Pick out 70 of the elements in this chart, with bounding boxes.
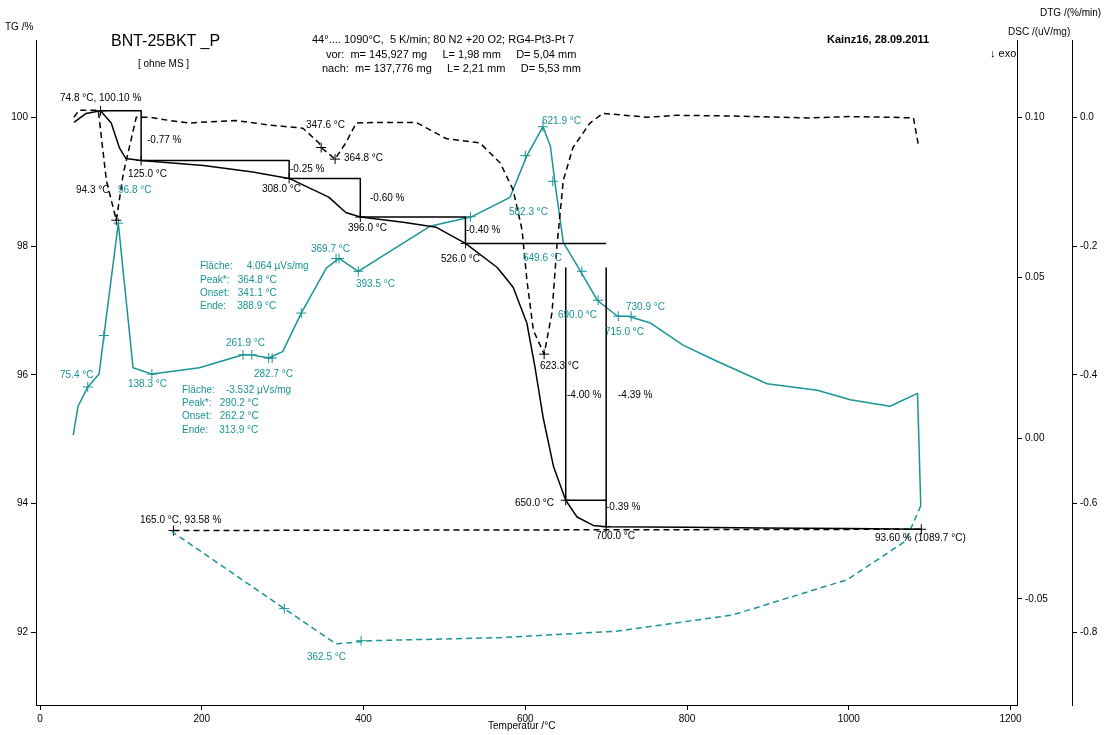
y3-axis-title: DTG /(%/min) bbox=[1040, 6, 1102, 19]
annotation: 623.3 °C bbox=[540, 360, 580, 372]
annotation: 526.0 °C bbox=[441, 253, 481, 265]
annotation: Ende: 313.9 °C bbox=[182, 424, 259, 436]
annotation: ↓ exo bbox=[990, 47, 1017, 60]
chart-title: BNT-25BKT _P bbox=[111, 32, 221, 50]
annotation: 308.0 °C bbox=[262, 183, 302, 195]
annotation: 700.0 °C bbox=[596, 530, 636, 542]
y2-tick-label: -0.05 bbox=[1025, 592, 1049, 604]
annotation: 282.7 °C bbox=[254, 368, 294, 380]
x-tick-label: 1000 bbox=[837, 712, 861, 724]
annotation: Fläche: -3.532 µVs/mg bbox=[182, 384, 292, 396]
annotation: 396.0 °C bbox=[348, 222, 388, 234]
annotation: Onset: 341.1 °C bbox=[200, 287, 277, 299]
annotation: 730.9 °C bbox=[626, 301, 666, 313]
y-tick-label: 94 bbox=[16, 497, 29, 509]
annotation: 75.4 °C bbox=[60, 369, 94, 381]
annotation: 125.0 °C bbox=[128, 168, 168, 180]
x-axis-title: Temperatur /°C bbox=[488, 720, 556, 732]
annotation: 74.8 °C, 100.10 % bbox=[60, 92, 142, 104]
annotation: 369.7 °C bbox=[311, 243, 351, 255]
annotation: Peak*: 364.8 °C bbox=[200, 274, 277, 286]
annotation: -0.77 % bbox=[147, 134, 182, 146]
annotation: 93.60 % (1089.7 °C) bbox=[875, 532, 966, 544]
annotation: 362.5 °C bbox=[307, 651, 347, 663]
annotation: Onset: 262.2 °C bbox=[182, 410, 259, 422]
y2-tick-label: 0.00 bbox=[1025, 432, 1045, 444]
y3-tick-label: -0.4 bbox=[1080, 368, 1098, 380]
annotation: Kainz16, 28.09.2011 bbox=[827, 33, 930, 46]
annotation: 44°.... 1090°C, 5 K/min; 80 N2 +20 O2; RG4-Pt3-Pt 7 bbox=[312, 33, 575, 46]
y2-axis-title: DSC /(uV/mg) bbox=[1008, 25, 1071, 38]
annotation: -4.00 % bbox=[567, 389, 602, 401]
y2-tick-label: 0.05 bbox=[1025, 271, 1045, 283]
y-axis-title: TG /% bbox=[5, 20, 34, 33]
annotation: -0.40 % bbox=[466, 224, 501, 236]
annotation: vor: m= 145,927 mg L= 1,98 mm D= 5,04 mm bbox=[326, 48, 577, 61]
y-tick-label: 92 bbox=[16, 626, 29, 638]
annotation: 347.6 °C bbox=[306, 119, 346, 131]
y3-tick-label: 0.0 bbox=[1080, 111, 1095, 122]
y2-tick-label: 0.10 bbox=[1025, 110, 1045, 122]
x-tick-label: 0 bbox=[37, 712, 44, 724]
x-tick-label: 800 bbox=[678, 712, 696, 724]
annotation: Ende: 388.9 °C bbox=[200, 300, 277, 312]
annotation: 138.3 °C bbox=[128, 378, 168, 390]
annotation: Fläche: 4.064 µVs/mg bbox=[200, 260, 309, 272]
y3-tick-label: -0.6 bbox=[1080, 497, 1098, 509]
annotation: 393.5 °C bbox=[356, 278, 396, 290]
annotation: 582.3 °C bbox=[509, 206, 549, 218]
y-tick-label: 100 bbox=[11, 111, 29, 122]
x-tick-label: 200 bbox=[193, 712, 211, 724]
y-tick-label: 98 bbox=[16, 239, 29, 251]
annotation: -4.39 % bbox=[618, 389, 653, 401]
x-tick-label: 400 bbox=[355, 712, 373, 724]
annotation: 364.8 °C bbox=[344, 152, 384, 164]
y3-tick-label: -0.8 bbox=[1080, 626, 1098, 638]
annotation: 94.3 °C bbox=[76, 184, 110, 196]
annotation: 165.0 °C, 93.58 % bbox=[140, 514, 222, 526]
x-tick-label: 1200 bbox=[999, 712, 1023, 724]
text: [ ohne MS ] bbox=[138, 57, 190, 70]
annotation: 261.9 °C bbox=[226, 337, 266, 349]
annotation: -0.60 % bbox=[370, 192, 405, 204]
annotation: 649.6 °C bbox=[523, 252, 563, 264]
annotation: 650.0 °C bbox=[515, 497, 555, 509]
annotation: 96.8 °C bbox=[118, 184, 152, 196]
annotation: Peak*: 290.2 °C bbox=[182, 397, 259, 409]
annotation: 621.9 °C bbox=[542, 115, 582, 127]
y3-tick-label: -0.2 bbox=[1080, 239, 1098, 251]
annotation: nach: m= 137,776 mg L= 2,21 mm D= 5,53 mm bbox=[322, 62, 581, 75]
annotation: -0.25 % bbox=[290, 163, 325, 175]
y-tick-label: 96 bbox=[16, 368, 29, 380]
